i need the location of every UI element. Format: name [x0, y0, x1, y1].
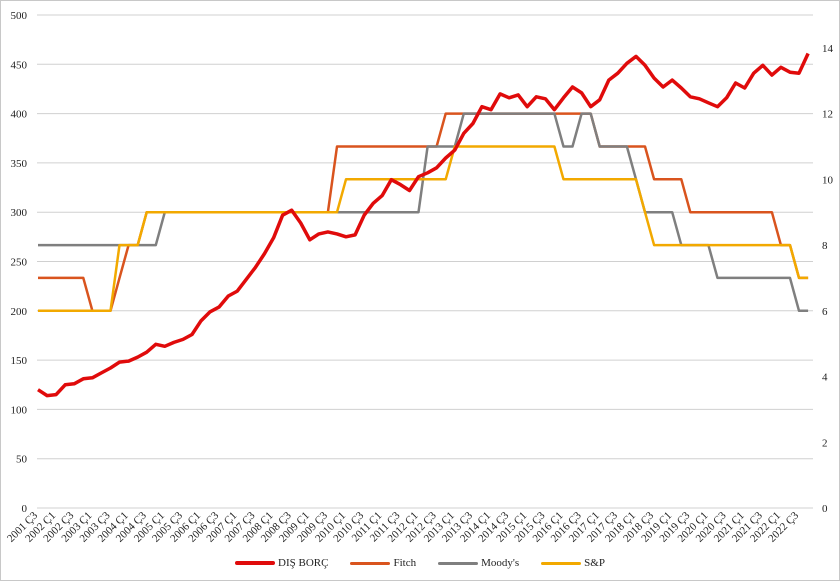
y2-tick-label: 14: [822, 43, 834, 55]
legend-item-moodys: Moody's: [438, 557, 519, 569]
y-tick-label: 450: [11, 59, 28, 71]
y-tick-label: 200: [11, 306, 28, 318]
legend-item-dis-borc: DIŞ BORÇ: [235, 557, 328, 569]
legend: DIŞ BORÇ Fitch Moody's S&P: [0, 557, 840, 569]
legend-swatch-sp: [541, 561, 582, 565]
y-tick-label: 400: [11, 109, 28, 121]
y-tick-label: 100: [11, 404, 28, 416]
y2-tick-label: 12: [822, 109, 833, 121]
legend-label-sp: S&P: [584, 557, 605, 569]
y-tick-label: 0: [22, 503, 28, 515]
y-tick-label: 250: [11, 257, 28, 269]
legend-item-sp: S&P: [541, 557, 605, 569]
legend-label-moodys: Moody's: [481, 557, 520, 569]
line-chart: 0 50 100 150 200 250 300 350 400 450 500 0 2 4 6 8 10 12 1…: [5, 10, 834, 545]
series-line-di-bor-: [37, 52, 810, 398]
y2-tick-label: 0: [822, 503, 828, 515]
y-tick-label: 50: [16, 454, 28, 466]
y-tick-label: 300: [11, 207, 28, 219]
y2-tick-label: 2: [822, 437, 828, 449]
legend-label-fitch: Fitch: [393, 557, 417, 569]
y-tick-label: 150: [11, 355, 28, 367]
legend-swatch-fitch: [350, 561, 391, 565]
y-tick-label: 500: [11, 10, 28, 22]
y2-tick-label: 8: [822, 240, 828, 252]
y-tick-label: 350: [11, 158, 28, 170]
legend-swatch-dis-borc: [235, 561, 276, 565]
y2-tick-label: 6: [822, 306, 828, 318]
y2-tick-label: 10: [822, 174, 834, 186]
series-line-s-p: [38, 145, 809, 313]
legend-label-dis-borc: DIŞ BORÇ: [278, 557, 329, 569]
legend-item-fitch: Fitch: [350, 557, 416, 569]
legend-swatch-moodys: [438, 561, 479, 565]
y2-tick-label: 4: [822, 372, 828, 384]
